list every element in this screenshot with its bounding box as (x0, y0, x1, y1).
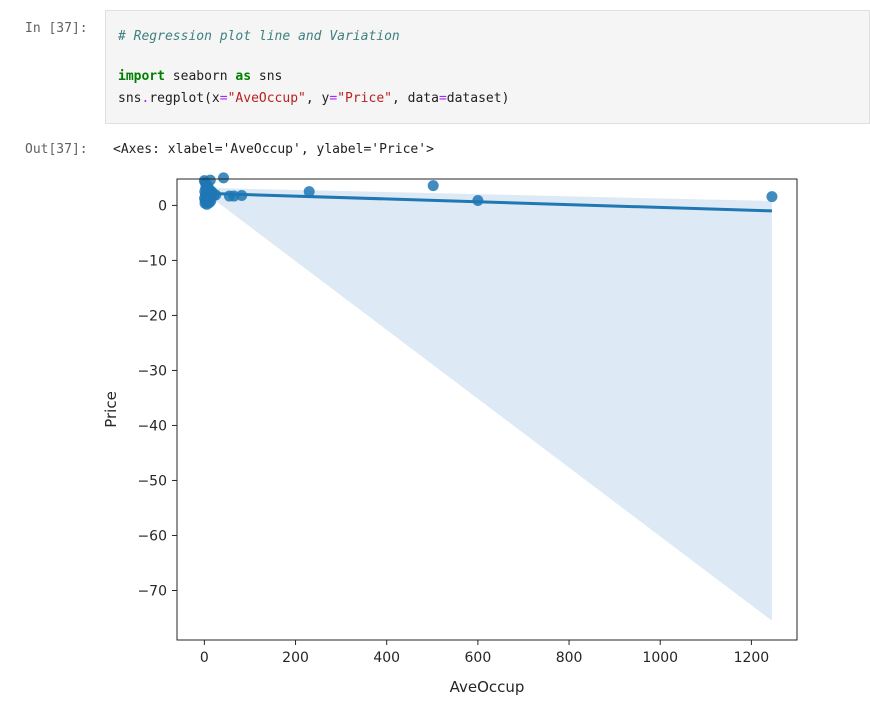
code-token: . (141, 91, 150, 106)
scatter-point (218, 172, 229, 184)
x-tick-label: 800 (556, 650, 583, 666)
y-tick-label: 0 (158, 198, 167, 214)
code-token: = (329, 91, 338, 106)
y-tick-label: −60 (137, 528, 167, 544)
scatter-point (200, 177, 212, 189)
y-tick-label: −20 (137, 308, 167, 324)
confidence-band (204, 187, 772, 621)
code-token: dataset) (446, 91, 510, 106)
x-tick-label: 1200 (734, 650, 770, 666)
code-token: = (438, 91, 447, 106)
scatter-point (210, 189, 222, 201)
code-token: , data (391, 91, 439, 106)
y-tick-label: −40 (137, 418, 167, 434)
y-tick-label: −30 (137, 363, 167, 379)
x-tick-label: 400 (373, 650, 400, 666)
x-tick-label: 600 (465, 650, 492, 666)
module-alias: sns (251, 69, 283, 84)
x-tick-label: 200 (282, 650, 309, 666)
code-line-import: import seaborn as sns (118, 69, 282, 84)
code-token: regplot(x (149, 91, 220, 106)
code-line-regplot: sns.regplot(x="AveOccup", y="Price", dat… (118, 91, 509, 106)
module-name: seaborn (164, 69, 236, 84)
input-prompt: In [37]: (25, 21, 88, 36)
keyword-as: as (235, 69, 252, 84)
y-tick-label: −50 (137, 473, 167, 489)
output-repr: <Axes: xlabel='AveOccup', ylabel='Price'… (113, 142, 434, 157)
regression-plot: 0 200 400 600 800 1000 1200 0 −10 −20 −30 −40 −50 −6… (102, 172, 798, 696)
regression-line (204, 191, 772, 213)
code-string: "Price" (337, 91, 392, 106)
y-axis-label: Price (102, 391, 120, 428)
code-string: "AveOccup" (227, 91, 306, 106)
axes-frame (176, 178, 798, 641)
code-token: = (219, 91, 228, 106)
scatter-point (303, 186, 315, 198)
y-tick-label: −70 (137, 583, 167, 599)
scatter-point (472, 194, 484, 206)
scatter-point (766, 191, 778, 203)
keyword-import: import (118, 69, 165, 84)
code-token: , y (305, 91, 330, 106)
code-token: sns (118, 91, 142, 106)
x-tick-label: 1000 (642, 650, 678, 666)
scatter-point (236, 190, 248, 202)
code-cell-input[interactable]: # Regression plot line and Variation imp… (105, 10, 870, 124)
x-axis-label: AveOccup (450, 678, 525, 696)
scatter-point (427, 180, 439, 192)
output-prompt: Out[37]: (25, 142, 88, 157)
code-comment: # Regression plot line and Variation (118, 29, 400, 44)
x-tick-label: 0 (200, 650, 209, 666)
y-tick-label: −10 (137, 253, 167, 269)
